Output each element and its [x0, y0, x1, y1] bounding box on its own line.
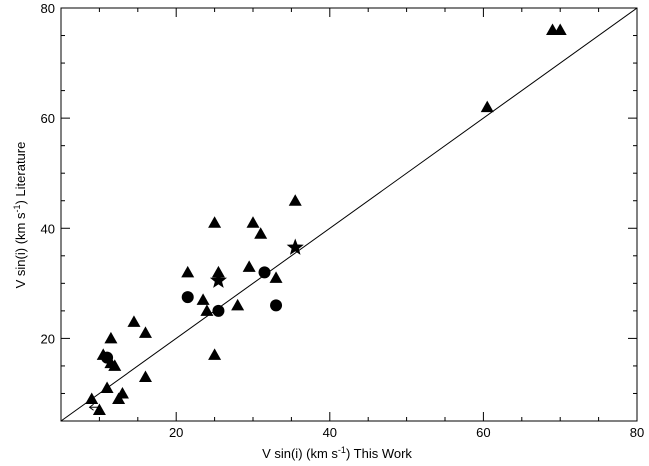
- x-tick-label: 60: [476, 425, 490, 440]
- triangle-marker: [85, 392, 99, 404]
- circle-marker: [181, 291, 194, 304]
- plot-frame: [60, 7, 638, 422]
- x-axis-ticks: 20 40 60 80: [60, 8, 644, 440]
- triangle-marker: [181, 265, 195, 278]
- triangle-marker: [553, 23, 567, 36]
- y-tick-label: 80: [41, 1, 55, 16]
- circle-marker: [212, 304, 225, 317]
- triangle-marker: [115, 386, 129, 399]
- identity-line: [60, 7, 638, 422]
- upper-limit-arrow: [88, 403, 100, 411]
- y-tick-label: 60: [41, 111, 55, 126]
- star-marker: [286, 238, 304, 255]
- triangle-marker: [246, 216, 260, 228]
- triangle-marker: [480, 100, 494, 113]
- circle-marker: [258, 266, 271, 279]
- x-tick-label: 80: [630, 425, 644, 440]
- plot-lines: [60, 7, 638, 422]
- circle-marker: [270, 299, 283, 312]
- y-axis-title: V sin(i) (km s-1) Literature: [12, 142, 28, 289]
- triangle-marker: [288, 194, 302, 206]
- triangle-marker: [208, 348, 222, 360]
- triangle-marker: [211, 265, 225, 278]
- triangle-marker: [138, 326, 152, 338]
- triangle-marker: [196, 293, 210, 305]
- y-axis-ticks: 20 40 60 80: [41, 1, 637, 422]
- triangle-marker: [108, 359, 122, 371]
- triangle-marker: [138, 370, 152, 382]
- x-tick-label: 40: [323, 425, 337, 440]
- y-tick-label: 20: [41, 331, 55, 346]
- data-markers: [85, 23, 567, 415]
- triangle-marker: [100, 381, 114, 393]
- triangle-marker: [104, 331, 118, 344]
- circle-marker: [101, 351, 114, 364]
- x-axis-title: V sin(i) (km s-1) This Work: [262, 445, 412, 461]
- triangle-marker: [127, 315, 141, 327]
- triangle-marker: [231, 298, 245, 311]
- triangle-marker: [208, 216, 222, 228]
- triangle-marker: [200, 304, 214, 316]
- triangle-marker: [254, 227, 268, 239]
- y-tick-label: 40: [41, 221, 55, 236]
- star-marker: [209, 271, 227, 288]
- triangle-marker: [269, 271, 283, 283]
- triangle-marker: [242, 260, 256, 272]
- triangle-marker: [92, 403, 106, 415]
- x-tick-label: 20: [169, 425, 183, 440]
